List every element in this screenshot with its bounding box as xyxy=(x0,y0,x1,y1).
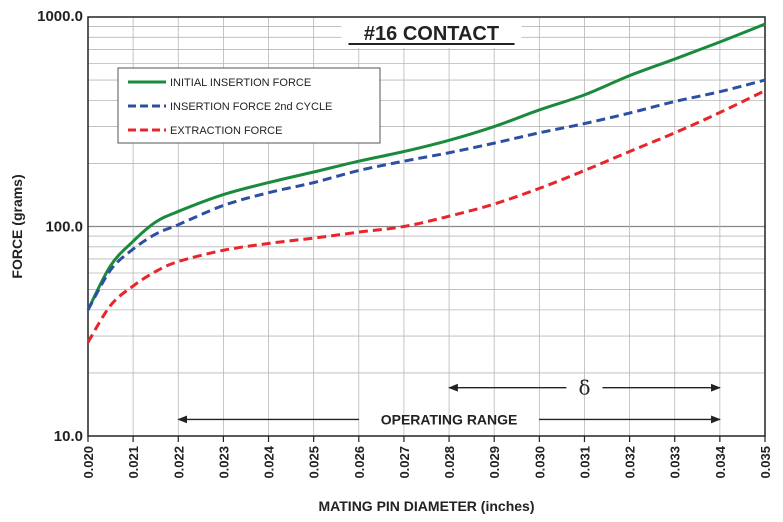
x-tick-label: 0.024 xyxy=(262,445,277,478)
y-tick-label: 1000.0 xyxy=(37,8,83,25)
legend-label-initial-insertion: INITIAL INSERTION FORCE xyxy=(170,77,311,89)
x-tick-label: 0.027 xyxy=(397,446,412,479)
x-tick-label: 0.023 xyxy=(216,446,231,479)
annotations: OPERATING RANGE δ xyxy=(177,376,721,427)
axis-ticks: 0.020 0.021 0.022 0.023 0.024 0.025 0.026 0.027… xyxy=(37,8,773,479)
x-axis-title: MATING PIN DIAMETER (inches) xyxy=(319,498,535,514)
y-axis-title: FORCE (grams) xyxy=(9,174,25,278)
x-tick-label: 0.025 xyxy=(307,446,322,479)
y-tick-label: 100.0 xyxy=(45,219,83,236)
series-line-1 xyxy=(86,78,766,311)
x-tick-label: 0.033 xyxy=(668,446,683,479)
series-group xyxy=(86,22,766,344)
legend-label-extraction: EXTRACTION FORCE xyxy=(170,125,282,137)
x-tick-label: 0.034 xyxy=(713,445,728,478)
x-tick-label: 0.020 xyxy=(81,446,96,479)
x-tick-label: 0.022 xyxy=(171,446,186,479)
x-tick-label: 0.026 xyxy=(352,446,367,479)
x-tick-label: 0.031 xyxy=(577,446,592,479)
annotation-label-0: OPERATING RANGE xyxy=(381,411,518,427)
x-tick-label: 0.030 xyxy=(532,446,547,479)
series-line-2 xyxy=(86,89,766,344)
legend-label-insertion-2nd-cycle: INSERTION FORCE 2nd CYCLE xyxy=(170,101,332,113)
annotation-label-1: δ xyxy=(578,376,590,400)
x-tick-label: 0.029 xyxy=(487,446,502,479)
x-tick-label: 0.032 xyxy=(623,446,638,479)
series-line-0 xyxy=(86,22,766,311)
y-tick-label: 10.0 xyxy=(54,428,83,445)
x-tick-label: 0.021 xyxy=(126,446,141,479)
legend: INITIAL INSERTION FORCE INSERTION FORCE … xyxy=(117,67,381,144)
plot-area xyxy=(87,16,766,437)
chart-title: #16 CONTACT xyxy=(364,23,499,45)
x-tick-label: 0.028 xyxy=(442,446,457,479)
x-tick-label: 0.035 xyxy=(758,446,773,479)
chart-title-box: #16 CONTACT xyxy=(341,18,522,48)
